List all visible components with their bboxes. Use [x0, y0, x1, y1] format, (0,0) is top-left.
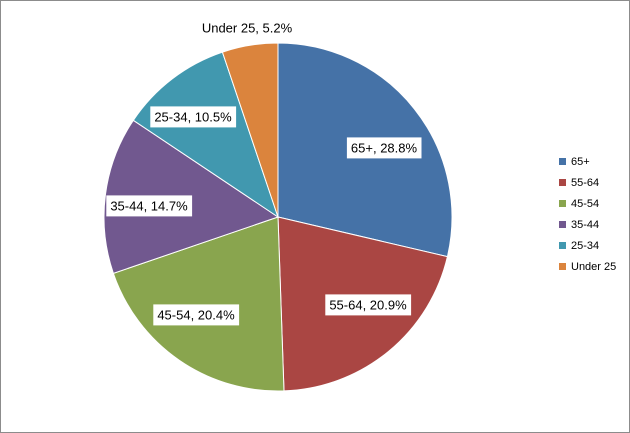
- legend-item-35-44: 35-44: [559, 214, 616, 235]
- legend-label: Under 25: [571, 260, 617, 273]
- legend-swatch: [559, 200, 566, 207]
- legend-label: 45-54: [571, 197, 600, 210]
- legend-swatch: [559, 158, 566, 165]
- legend-swatch: [559, 179, 566, 186]
- svg-text:45-54, 20.4%: 45-54, 20.4%: [157, 307, 235, 322]
- svg-text:Under 25, 5.2%: Under 25, 5.2%: [202, 20, 293, 35]
- svg-text:25-34, 10.5%: 25-34, 10.5%: [154, 109, 232, 124]
- data-label-35-44: 35-44, 14.7%: [106, 195, 193, 217]
- pie-slice-45-54: [112, 216, 285, 392]
- svg-text:35-44, 14.7%: 35-44, 14.7%: [110, 198, 188, 213]
- legend-label: 35-44: [571, 218, 600, 231]
- legend-swatch: [559, 221, 566, 228]
- data-label-55-64: 55-64, 20.9%: [325, 294, 412, 316]
- pie-data-labels: 65+, 28.8% 55-64, 20.9% 45-54, 20.4% 35-44,…: [106, 20, 422, 326]
- legend-item-55-64: 55-64: [559, 172, 616, 193]
- data-label-25-34: 25-34, 10.5%: [150, 106, 237, 128]
- pie-slice-under-25: [221, 42, 279, 218]
- legend: 65+ 55-64 45-54 35-44 25-34 Under 25: [559, 151, 616, 277]
- svg-text:55-64, 20.9%: 55-64, 20.9%: [329, 297, 407, 312]
- legend-label: 25-34: [571, 239, 600, 252]
- data-label-65-: 65+, 28.8%: [346, 137, 422, 159]
- legend-item-25-34: 25-34: [559, 235, 616, 256]
- data-label-45-54: 45-54, 20.4%: [153, 304, 240, 326]
- legend-label: 65+: [571, 155, 590, 168]
- legend-swatch: [559, 242, 566, 249]
- legend-swatch: [559, 263, 566, 270]
- legend-item-under-25: Under 25: [559, 256, 616, 277]
- legend-label: 55-64: [571, 176, 600, 189]
- pie-slices: [103, 42, 453, 392]
- pie-slice-25-34: [132, 51, 279, 219]
- legend-item-65-: 65+: [559, 151, 616, 172]
- data-label-under-25: Under 25, 5.2%: [202, 20, 293, 35]
- svg-text:65+, 28.8%: 65+, 28.8%: [351, 140, 418, 155]
- legend-item-45-54: 45-54: [559, 193, 616, 214]
